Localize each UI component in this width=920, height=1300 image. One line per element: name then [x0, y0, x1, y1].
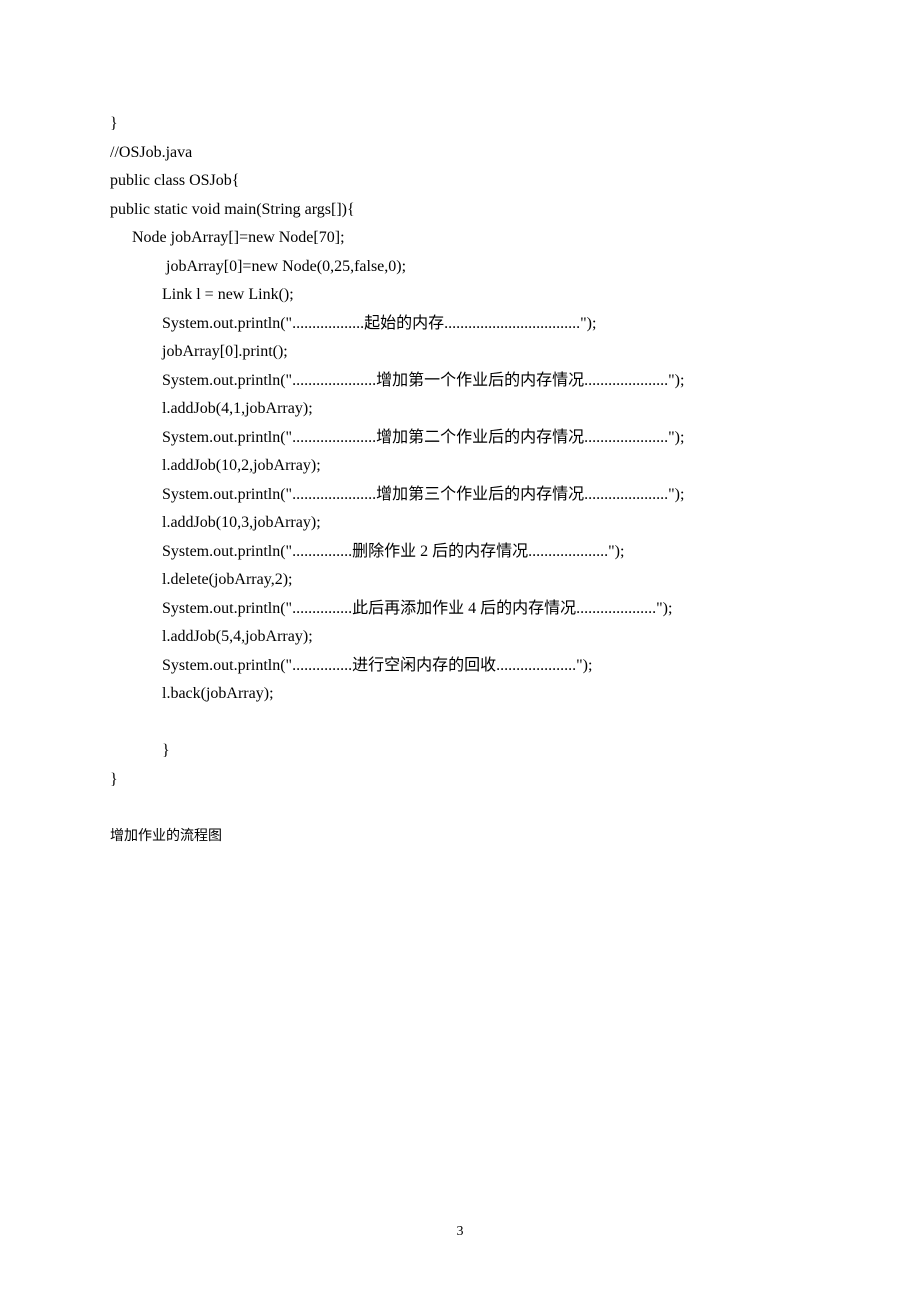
- code-line: Node jobArray[]=new Node[70];: [110, 224, 810, 253]
- code-line: Link l = new Link();: [110, 281, 810, 310]
- code-line: l.addJob(10,2,jobArray);: [110, 452, 810, 481]
- code-line: jobArray[0]=new Node(0,25,false,0);: [110, 253, 810, 282]
- code-line: //OSJob.java: [110, 139, 810, 168]
- code-line: System.out.println("....................…: [110, 424, 810, 453]
- page-number: 3: [0, 1224, 920, 1240]
- code-line: l.addJob(4,1,jobArray);: [110, 395, 810, 424]
- code-line: System.out.println("....................…: [110, 367, 810, 396]
- code-line: l.addJob(5,4,jobArray);: [110, 623, 810, 652]
- blank-line: [110, 794, 810, 823]
- code-line: System.out.println("...............进行空闲内…: [110, 652, 810, 681]
- blank-line: [110, 709, 810, 738]
- code-line: }: [110, 737, 810, 766]
- code-line: l.delete(jobArray,2);: [110, 566, 810, 595]
- code-line: public static void main(String args[]){: [110, 196, 810, 225]
- code-line: }: [110, 766, 810, 795]
- code-line: System.out.println("..................起始…: [110, 310, 810, 339]
- code-line: l.back(jobArray);: [110, 680, 810, 709]
- code-line: public class OSJob{: [110, 167, 810, 196]
- footer-caption: 增加作业的流程图: [110, 823, 810, 852]
- code-line: jobArray[0].print();: [110, 338, 810, 367]
- code-line: System.out.println("...............此后再添加…: [110, 595, 810, 624]
- code-line: l.addJob(10,3,jobArray);: [110, 509, 810, 538]
- code-line: }: [110, 110, 810, 139]
- code-line: System.out.println("....................…: [110, 481, 810, 510]
- document-page: } //OSJob.java public class OSJob{ publi…: [0, 0, 920, 1300]
- code-line: System.out.println("...............删除作业 …: [110, 538, 810, 567]
